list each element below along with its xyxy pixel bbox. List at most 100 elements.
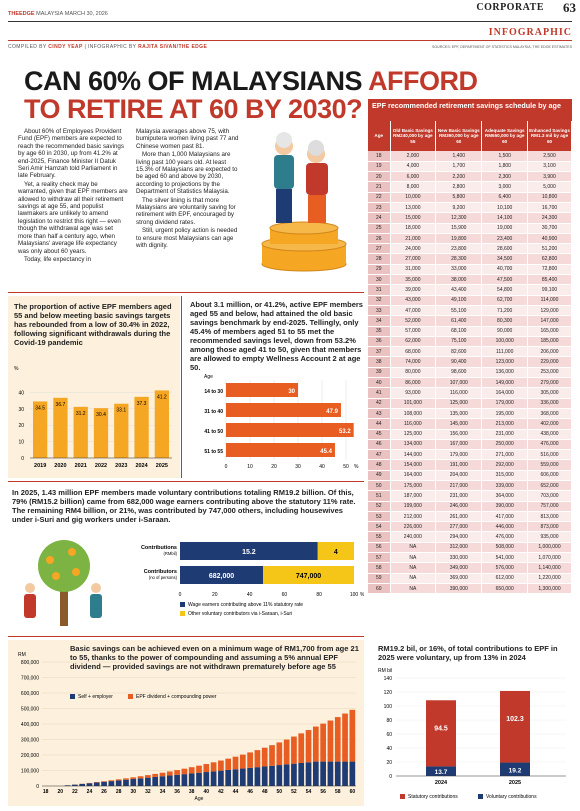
voluntary-contributors-stacked-chart: Contributions(RMbil) 15.2 4 Contributors(no… — [141, 542, 364, 617]
y-tick-label: 20 — [18, 423, 24, 429]
bar-segment — [225, 769, 232, 786]
table-cell: 312,000 — [435, 542, 483, 554]
table-cell: 101,000 — [390, 398, 437, 409]
table-row: 37 68,000 82,600 111,000 206,000 — [368, 346, 572, 358]
panel-basic-savings-trend: The proportion of active EPF members age… — [8, 296, 180, 478]
table-cell-age: 22 — [368, 192, 391, 203]
legend-swatch — [128, 694, 133, 699]
table-row: 57 NA 330,000 541,000 1,070,000 — [368, 552, 572, 564]
panel-title: RM19.2 bil, or 16%, of total contributio… — [378, 644, 558, 662]
infographic-label: INFOGRAPHIC — [488, 27, 572, 38]
y-tick-label: 60 — [386, 732, 392, 738]
y-tick-label: 100,000 — [21, 769, 39, 775]
table-cell: 154,000 — [390, 459, 437, 471]
x-tick-label: 2020 — [54, 463, 66, 469]
table-row: 48 154,000 191,000 292,000 559,000 — [368, 459, 572, 471]
table-cell: 116,000 — [390, 418, 437, 430]
y-tick-label: 40 — [386, 746, 392, 752]
table-row: 25 18,000 15,900 19,000 30,700 — [368, 223, 572, 234]
bar-segment — [180, 566, 264, 584]
bar-segment — [64, 785, 71, 786]
bar-segment — [152, 773, 159, 777]
table-row: 27 24,000 23,800 28,600 51,200 — [368, 243, 572, 255]
bar-segment — [86, 783, 93, 786]
x-unit-label: % — [360, 592, 364, 598]
bar-segment — [159, 772, 166, 777]
bar-segment — [174, 774, 180, 786]
x-tick-label: 40 — [319, 464, 325, 470]
table-cell: 72,800 — [527, 264, 572, 276]
table-cell: 612,000 — [481, 573, 528, 584]
bar-segment — [298, 733, 305, 763]
x-tick-label: 46 — [247, 789, 253, 795]
bar-segment — [210, 771, 217, 786]
table-cell: 179,000 — [481, 398, 528, 409]
table-cell: 47,500 — [481, 274, 528, 286]
bar-segment — [174, 770, 180, 775]
panel-title: The proportion of active EPF members age… — [14, 302, 172, 347]
table-cell: 204,000 — [435, 470, 483, 482]
table-row: 50 175,000 217,000 339,000 652,000 — [368, 480, 572, 492]
table-row: 54 226,000 277,000 446,000 873,000 — [368, 521, 572, 533]
article-paragraph: Still, urgent policy action is needed to… — [136, 227, 238, 250]
table-cell: NA — [390, 573, 437, 584]
table-row: 53 212,000 261,000 417,000 813,000 — [368, 511, 572, 523]
table-cell-age: 38 — [368, 356, 391, 368]
y-tick-label: 30 — [18, 407, 24, 413]
table-cell: 68,000 — [390, 346, 437, 358]
table-cell: 47,000 — [390, 305, 437, 317]
table-row: 23 13,000 9,200 10,100 16,700 — [368, 202, 572, 214]
category-unit: (RMbil) — [164, 551, 178, 556]
bar-segment — [196, 765, 202, 773]
table-row: 21 8,000 2,800 3,000 5,000 — [368, 181, 572, 193]
y-tick-label: 700,000 — [21, 676, 39, 682]
section-divider — [8, 636, 364, 637]
bar-segment — [247, 767, 253, 786]
table-row: 58 NA 349,000 576,000 1,140,000 — [368, 562, 572, 574]
y-tick-label: 140 — [384, 676, 393, 682]
x-tick-label: 0 — [225, 464, 228, 470]
table-cell: 28,600 — [481, 243, 528, 255]
brand: THEEDGE MALAYSIA MARCH 30, 2026 — [8, 11, 108, 17]
table-cell: 10,100 — [481, 202, 528, 214]
table-cell: 6,000 — [390, 171, 437, 183]
table-cell: 145,000 — [435, 418, 483, 430]
table-cell: 279,000 — [527, 377, 572, 389]
savings-target-bar-chart: % 0 10 20 30 40 34.5 2019 36.7 2020 31.2 2021 30.4 20… — [14, 366, 172, 469]
table-cell: 99,100 — [527, 284, 572, 296]
x-tick-label: 20 — [212, 592, 218, 598]
table-cell: 446,000 — [481, 521, 528, 533]
table-cell: NA — [390, 562, 437, 574]
vertical-divider — [181, 296, 182, 478]
bar-segment — [137, 776, 144, 779]
bar-segment — [72, 784, 78, 786]
table-cell-age: 26 — [368, 233, 391, 245]
table-cell: 136,000 — [481, 367, 528, 379]
table-row: 47 144,000 179,000 271,000 516,000 — [368, 449, 572, 461]
table-cell: 175,000 — [390, 480, 437, 492]
table-cell: 652,000 — [527, 480, 572, 492]
bar-segment — [145, 775, 151, 778]
headline-line2: TO RETIRE AT 60 BY 2030? — [24, 94, 363, 124]
article-paragraph: Malaysia averages above 75, with bumiput… — [136, 128, 239, 150]
table-cell: 703,000 — [527, 490, 572, 502]
table-cell: 27,000 — [390, 253, 437, 265]
table-row: 20 6,000 2,200 2,300 3,900 — [368, 171, 572, 183]
bar — [93, 408, 109, 458]
table-cell: 55,100 — [435, 305, 483, 317]
table-cell-age: 53 — [368, 511, 391, 523]
table-cell: 57,000 — [390, 326, 437, 337]
bar-segment — [79, 783, 86, 786]
table-header: Enhanced Savings RM1.3 mil by age 60 — [527, 121, 572, 151]
table-cell-age: 37 — [368, 346, 391, 358]
table-cell: 114,000 — [527, 295, 572, 306]
bar-segment — [312, 726, 319, 762]
table-cell-age: 48 — [368, 459, 391, 471]
y-tick-label: 600,000 — [21, 691, 39, 697]
bar — [73, 406, 88, 458]
table-cell: 68,100 — [435, 326, 483, 337]
table-cell: 246,000 — [435, 501, 483, 512]
table-cell: 24,300 — [527, 212, 572, 224]
data-label: 41.2 — [157, 394, 167, 400]
x-tick-label: 2025 — [156, 463, 168, 469]
